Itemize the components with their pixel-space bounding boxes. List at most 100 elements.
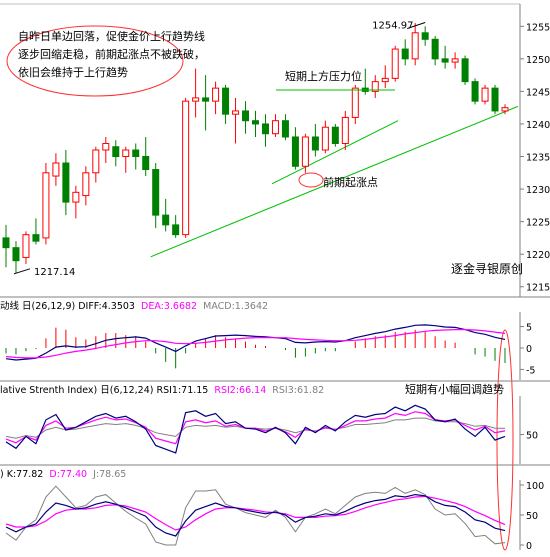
candle-body bbox=[212, 87, 220, 102]
candle bbox=[112, 140, 120, 167]
macd-dea-line bbox=[5, 329, 506, 359]
macd-header-macd: MACD:1.3642 bbox=[203, 301, 268, 312]
kdj-j-line bbox=[5, 485, 506, 546]
candle bbox=[371, 75, 379, 98]
candle-body bbox=[2, 237, 10, 249]
candle bbox=[391, 45, 399, 82]
candle bbox=[431, 36, 439, 66]
candle bbox=[421, 26, 429, 46]
candle bbox=[471, 78, 479, 105]
rsi-lines bbox=[5, 404, 506, 454]
candle-body bbox=[461, 58, 469, 83]
price-tick-label: 1215.0 bbox=[526, 283, 550, 294]
candle bbox=[401, 39, 409, 66]
candle-body bbox=[441, 58, 449, 63]
resistance-label: 短期上方压力位 bbox=[285, 69, 362, 83]
candle-body bbox=[72, 191, 80, 203]
secondary-trendline bbox=[271, 120, 399, 185]
candle bbox=[212, 81, 220, 115]
macd-header: 动线 日(26,12,9) DIFF:4.3503 DEA:3.6682 MAC… bbox=[0, 300, 268, 312]
candle bbox=[22, 231, 30, 264]
candle bbox=[321, 120, 329, 154]
candle-body bbox=[102, 142, 110, 151]
candle-body bbox=[371, 81, 379, 92]
candle-body bbox=[321, 126, 329, 151]
candle bbox=[72, 185, 80, 219]
macd-tick-label: -5 bbox=[526, 365, 535, 376]
kdj-header-j: J:78.65 bbox=[92, 469, 126, 480]
candle-body bbox=[192, 97, 200, 102]
price-tick-label: 1250.0 bbox=[526, 55, 550, 66]
candle-body bbox=[202, 97, 210, 102]
macd-panel: 动线 日(26,12,9) DIFF:4.3503 DEA:3.6682 MAC… bbox=[0, 300, 550, 382]
rsi-panel: lative Strenth Index) 日(6,12,24) RSI1:71… bbox=[0, 385, 550, 466]
price-label-pointer bbox=[13, 268, 31, 275]
candle-body bbox=[491, 87, 499, 112]
candle-body bbox=[391, 48, 399, 79]
candle bbox=[102, 136, 110, 164]
macd-tick-label: 0 bbox=[526, 344, 532, 355]
candle-body bbox=[222, 87, 230, 115]
candle bbox=[82, 166, 90, 206]
pullback-ellipse bbox=[496, 329, 514, 551]
macd-lines bbox=[5, 324, 506, 361]
candle bbox=[32, 218, 40, 245]
candle-body bbox=[471, 81, 479, 102]
price-tick-label: 1225.0 bbox=[526, 218, 550, 229]
candle bbox=[301, 133, 309, 173]
candle-body bbox=[261, 123, 269, 135]
kdj-panel: ) K:77.82 D:77.40 J:78.65 100 50 0 bbox=[0, 469, 544, 552]
candle bbox=[252, 110, 259, 137]
kdj-tick-label: 0 bbox=[526, 541, 532, 552]
candle bbox=[271, 114, 279, 137]
candle bbox=[501, 104, 509, 115]
macd-header-dea: DEA:3.6682 bbox=[141, 301, 197, 312]
price-tick-label: 1235.0 bbox=[526, 153, 550, 164]
rsi-tick-label: 50 bbox=[526, 431, 538, 442]
candle-body bbox=[182, 100, 190, 236]
watermark: 逐金寻银原创 bbox=[451, 261, 523, 276]
candle bbox=[351, 84, 359, 124]
rsi-header-rsi1: lative Strenth Index) 日(6,12,24) RSI1:71… bbox=[0, 385, 208, 396]
candle-body bbox=[301, 136, 309, 167]
candle-body bbox=[431, 38, 439, 60]
kdj-tick-label: 50 bbox=[526, 511, 538, 522]
candle-body bbox=[32, 234, 40, 242]
candle-body bbox=[252, 120, 259, 125]
candle bbox=[222, 84, 230, 124]
price-tick-label: 1255.0 bbox=[526, 22, 550, 33]
candle bbox=[451, 52, 459, 69]
rsi-header-rsi3: RSI3:61.82 bbox=[272, 385, 324, 396]
macd-header-diff: 动线 日(26,12,9) DIFF:4.3503 bbox=[0, 300, 135, 312]
candle-body bbox=[341, 116, 349, 144]
price-axis-ticks: 1255.0 1250.0 1245.0 1240.0 1235.0 1230.0 1225… bbox=[520, 22, 550, 294]
kdj-tick-label: 100 bbox=[526, 481, 544, 492]
candle bbox=[162, 198, 170, 232]
candle bbox=[172, 215, 180, 238]
candle bbox=[52, 153, 60, 186]
candle-body bbox=[281, 120, 289, 138]
candle bbox=[331, 123, 339, 147]
candle bbox=[281, 114, 289, 141]
kdj-k-line bbox=[5, 493, 506, 537]
candle-body bbox=[271, 120, 279, 135]
top-note-circle bbox=[6, 25, 184, 97]
rsi-header: lative Strenth Index) 日(6,12,24) RSI1:71… bbox=[0, 385, 324, 396]
candle bbox=[341, 110, 349, 150]
low-price-label: 1217.14 bbox=[34, 267, 75, 278]
annotations: 自昨日单边回落，促使金价上行趋势线 逐步回缩走稳，前期起涨点不被跌破， 依旧会维… bbox=[6, 25, 523, 551]
rsi2-line bbox=[5, 411, 506, 445]
candle-body bbox=[92, 149, 100, 174]
primary-trendline bbox=[150, 105, 519, 258]
macd-axis-ticks: 5 0 -5 bbox=[520, 323, 535, 376]
candle-body bbox=[451, 58, 459, 63]
price-panel: 1255.0 1250.0 1245.0 1240.0 1235.0 1230.0 1225… bbox=[0, 3, 550, 298]
price-tick-label: 1220.0 bbox=[526, 250, 550, 261]
trend-lines bbox=[150, 105, 519, 258]
candle-body bbox=[152, 169, 160, 216]
candle-body bbox=[331, 126, 339, 144]
kdj-lines bbox=[5, 485, 506, 546]
high-price-label: 1254.97 bbox=[372, 20, 413, 31]
candle bbox=[42, 163, 50, 245]
